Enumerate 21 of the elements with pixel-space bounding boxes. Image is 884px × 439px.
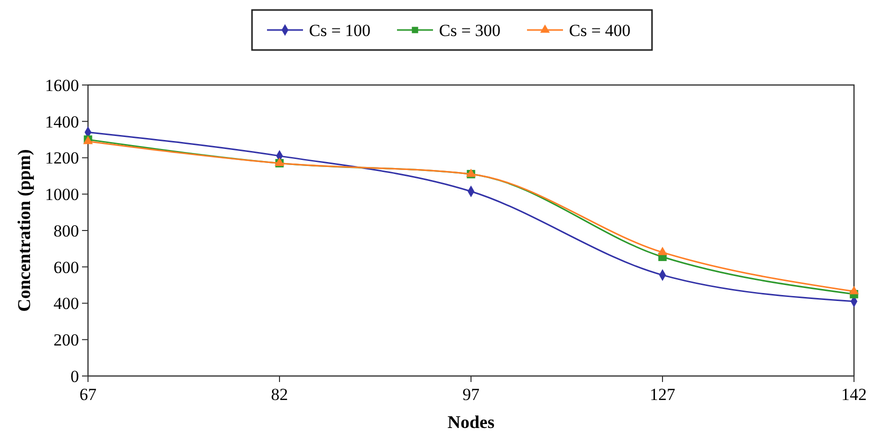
point [658, 246, 668, 256]
y-tick-label: 600 [54, 258, 79, 277]
x-tick-label: 142 [841, 385, 867, 404]
x-tick-label: 82 [271, 385, 288, 404]
x-tick-label: 127 [650, 385, 676, 404]
y-tick-label: 400 [54, 294, 79, 314]
y-tick-label: 1000 [45, 185, 79, 204]
y-tick-label: 200 [54, 330, 79, 350]
y-tick-label: 1200 [45, 148, 79, 168]
y-axis-title: Concentration (ppm) [14, 149, 34, 312]
y-tick-label: 800 [54, 221, 79, 240]
y-tick-label: 1400 [45, 112, 79, 132]
y-tick-label: 1600 [45, 76, 79, 95]
y-tick-label: 0 [70, 366, 79, 386]
point [849, 286, 859, 294]
x-tick-label: 97 [462, 385, 480, 404]
legend-label: Cs = 100 [309, 20, 371, 40]
x-tick-label: 67 [80, 385, 97, 404]
legend-label: Cs = 300 [439, 20, 501, 40]
x-axis-title: Nodes [447, 412, 495, 432]
legend-label: Cs = 400 [569, 20, 631, 40]
